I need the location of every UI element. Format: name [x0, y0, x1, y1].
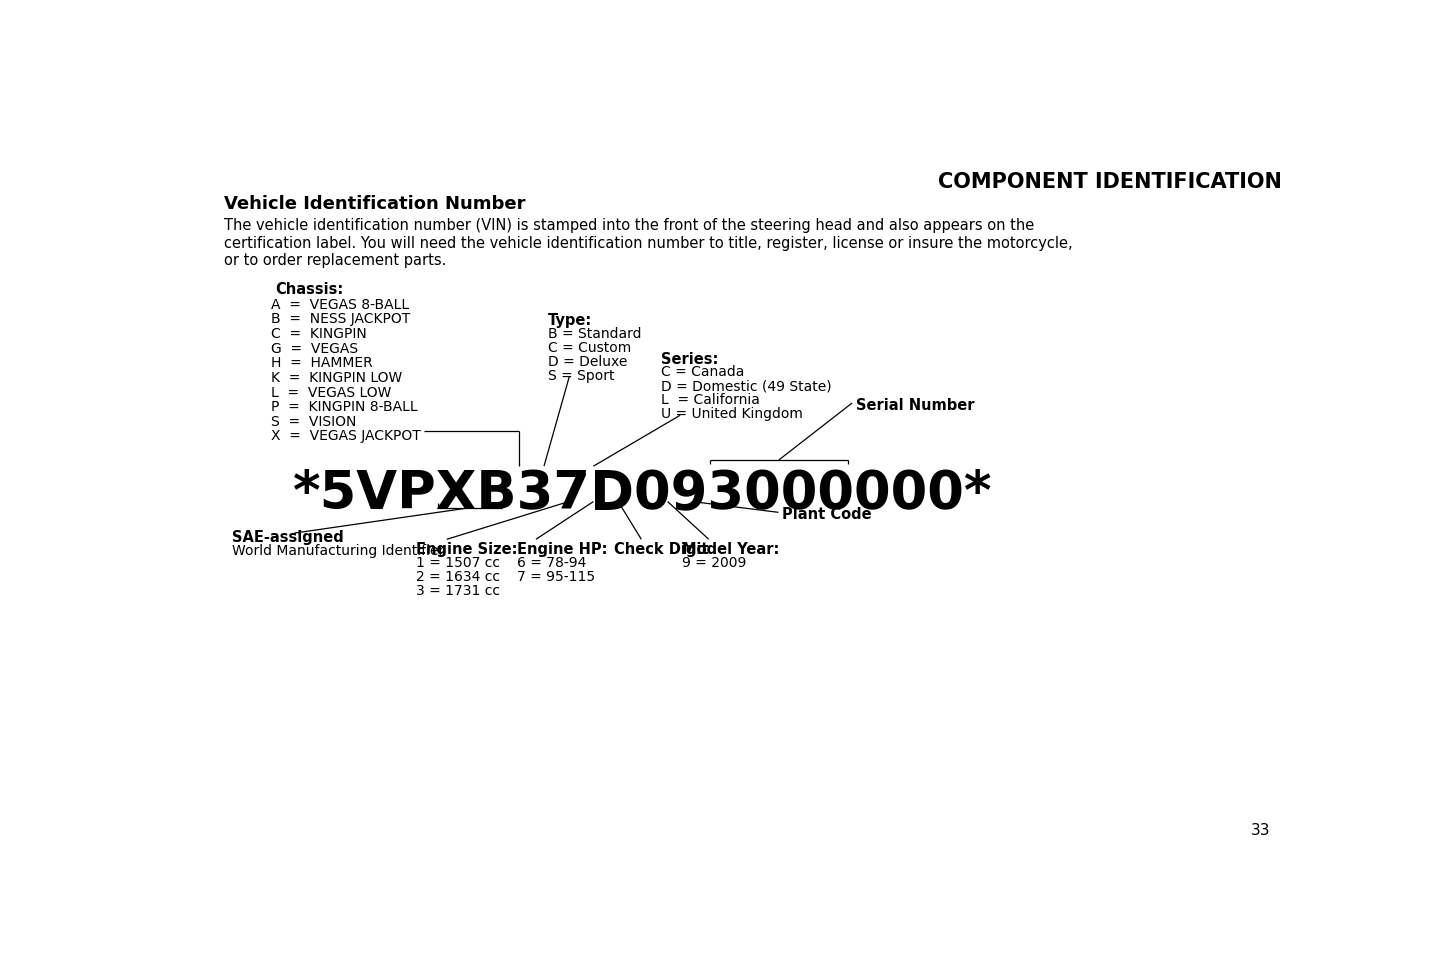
- Text: 33: 33: [1250, 822, 1271, 837]
- Text: L  = California: L = California: [660, 393, 759, 407]
- Text: Plant Code: Plant Code: [782, 507, 872, 521]
- Text: Engine HP:: Engine HP:: [516, 541, 608, 557]
- Text: SAE-assigned: SAE-assigned: [233, 530, 345, 545]
- Text: Type:: Type:: [548, 313, 592, 328]
- Text: The vehicle identification number (VIN) is stamped into the front of the steerin: The vehicle identification number (VIN) …: [224, 218, 1073, 268]
- Text: Model Year:: Model Year:: [682, 541, 779, 557]
- Text: C = Custom: C = Custom: [548, 340, 631, 355]
- Text: 1 = 1507 cc: 1 = 1507 cc: [416, 556, 500, 570]
- Text: Chassis:: Chassis:: [275, 282, 343, 297]
- Text: COMPONENT IDENTIFICATION: COMPONENT IDENTIFICATION: [938, 172, 1282, 192]
- Text: C  =  KINGPIN: C = KINGPIN: [270, 327, 366, 340]
- Text: 9 = 2009: 9 = 2009: [682, 556, 746, 570]
- Text: B  =  NESS JACKPOT: B = NESS JACKPOT: [270, 312, 410, 326]
- Text: World Manufacturing Identifier: World Manufacturing Identifier: [233, 543, 445, 558]
- Text: L  =  VEGAS LOW: L = VEGAS LOW: [270, 385, 391, 399]
- Text: Engine Size:: Engine Size:: [416, 541, 518, 557]
- Text: A  =  VEGAS 8-BALL: A = VEGAS 8-BALL: [270, 297, 409, 312]
- Text: Series:: Series:: [660, 352, 718, 366]
- Text: Serial Number: Serial Number: [856, 397, 974, 413]
- Text: D = Deluxe: D = Deluxe: [548, 355, 627, 368]
- Text: 7 = 95-115: 7 = 95-115: [516, 570, 595, 583]
- Text: Check Digit: Check Digit: [614, 541, 708, 557]
- Text: H  =  HAMMER: H = HAMMER: [270, 355, 372, 370]
- Text: K  =  KINGPIN LOW: K = KINGPIN LOW: [270, 371, 403, 384]
- Text: 2 = 1634 cc: 2 = 1634 cc: [416, 570, 500, 583]
- Text: G  =  VEGAS: G = VEGAS: [270, 341, 358, 355]
- Text: D = Domestic (49 State): D = Domestic (49 State): [660, 379, 832, 393]
- Text: B = Standard: B = Standard: [548, 327, 641, 340]
- Text: *5VPXB37D093000000*: *5VPXB37D093000000*: [294, 467, 993, 518]
- Text: 3 = 1731 cc: 3 = 1731 cc: [416, 583, 500, 598]
- Text: S = Sport: S = Sport: [548, 368, 614, 382]
- Text: C = Canada: C = Canada: [660, 365, 744, 379]
- Text: S  =  VISION: S = VISION: [270, 415, 356, 428]
- Text: P  =  KINGPIN 8-BALL: P = KINGPIN 8-BALL: [270, 399, 417, 414]
- Text: X  =  VEGAS JACKPOT: X = VEGAS JACKPOT: [270, 429, 420, 443]
- Text: U = United Kingdom: U = United Kingdom: [660, 407, 803, 420]
- Text: 6 = 78-94: 6 = 78-94: [516, 556, 586, 570]
- Text: Vehicle Identification Number: Vehicle Identification Number: [224, 195, 526, 213]
